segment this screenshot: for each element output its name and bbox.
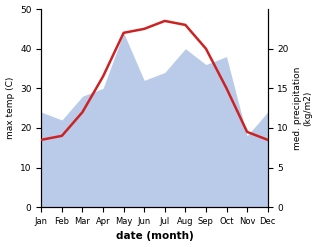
X-axis label: date (month): date (month) <box>116 231 193 242</box>
Y-axis label: med. precipitation
(kg/m2): med. precipitation (kg/m2) <box>293 66 313 150</box>
Y-axis label: max temp (C): max temp (C) <box>5 77 15 139</box>
